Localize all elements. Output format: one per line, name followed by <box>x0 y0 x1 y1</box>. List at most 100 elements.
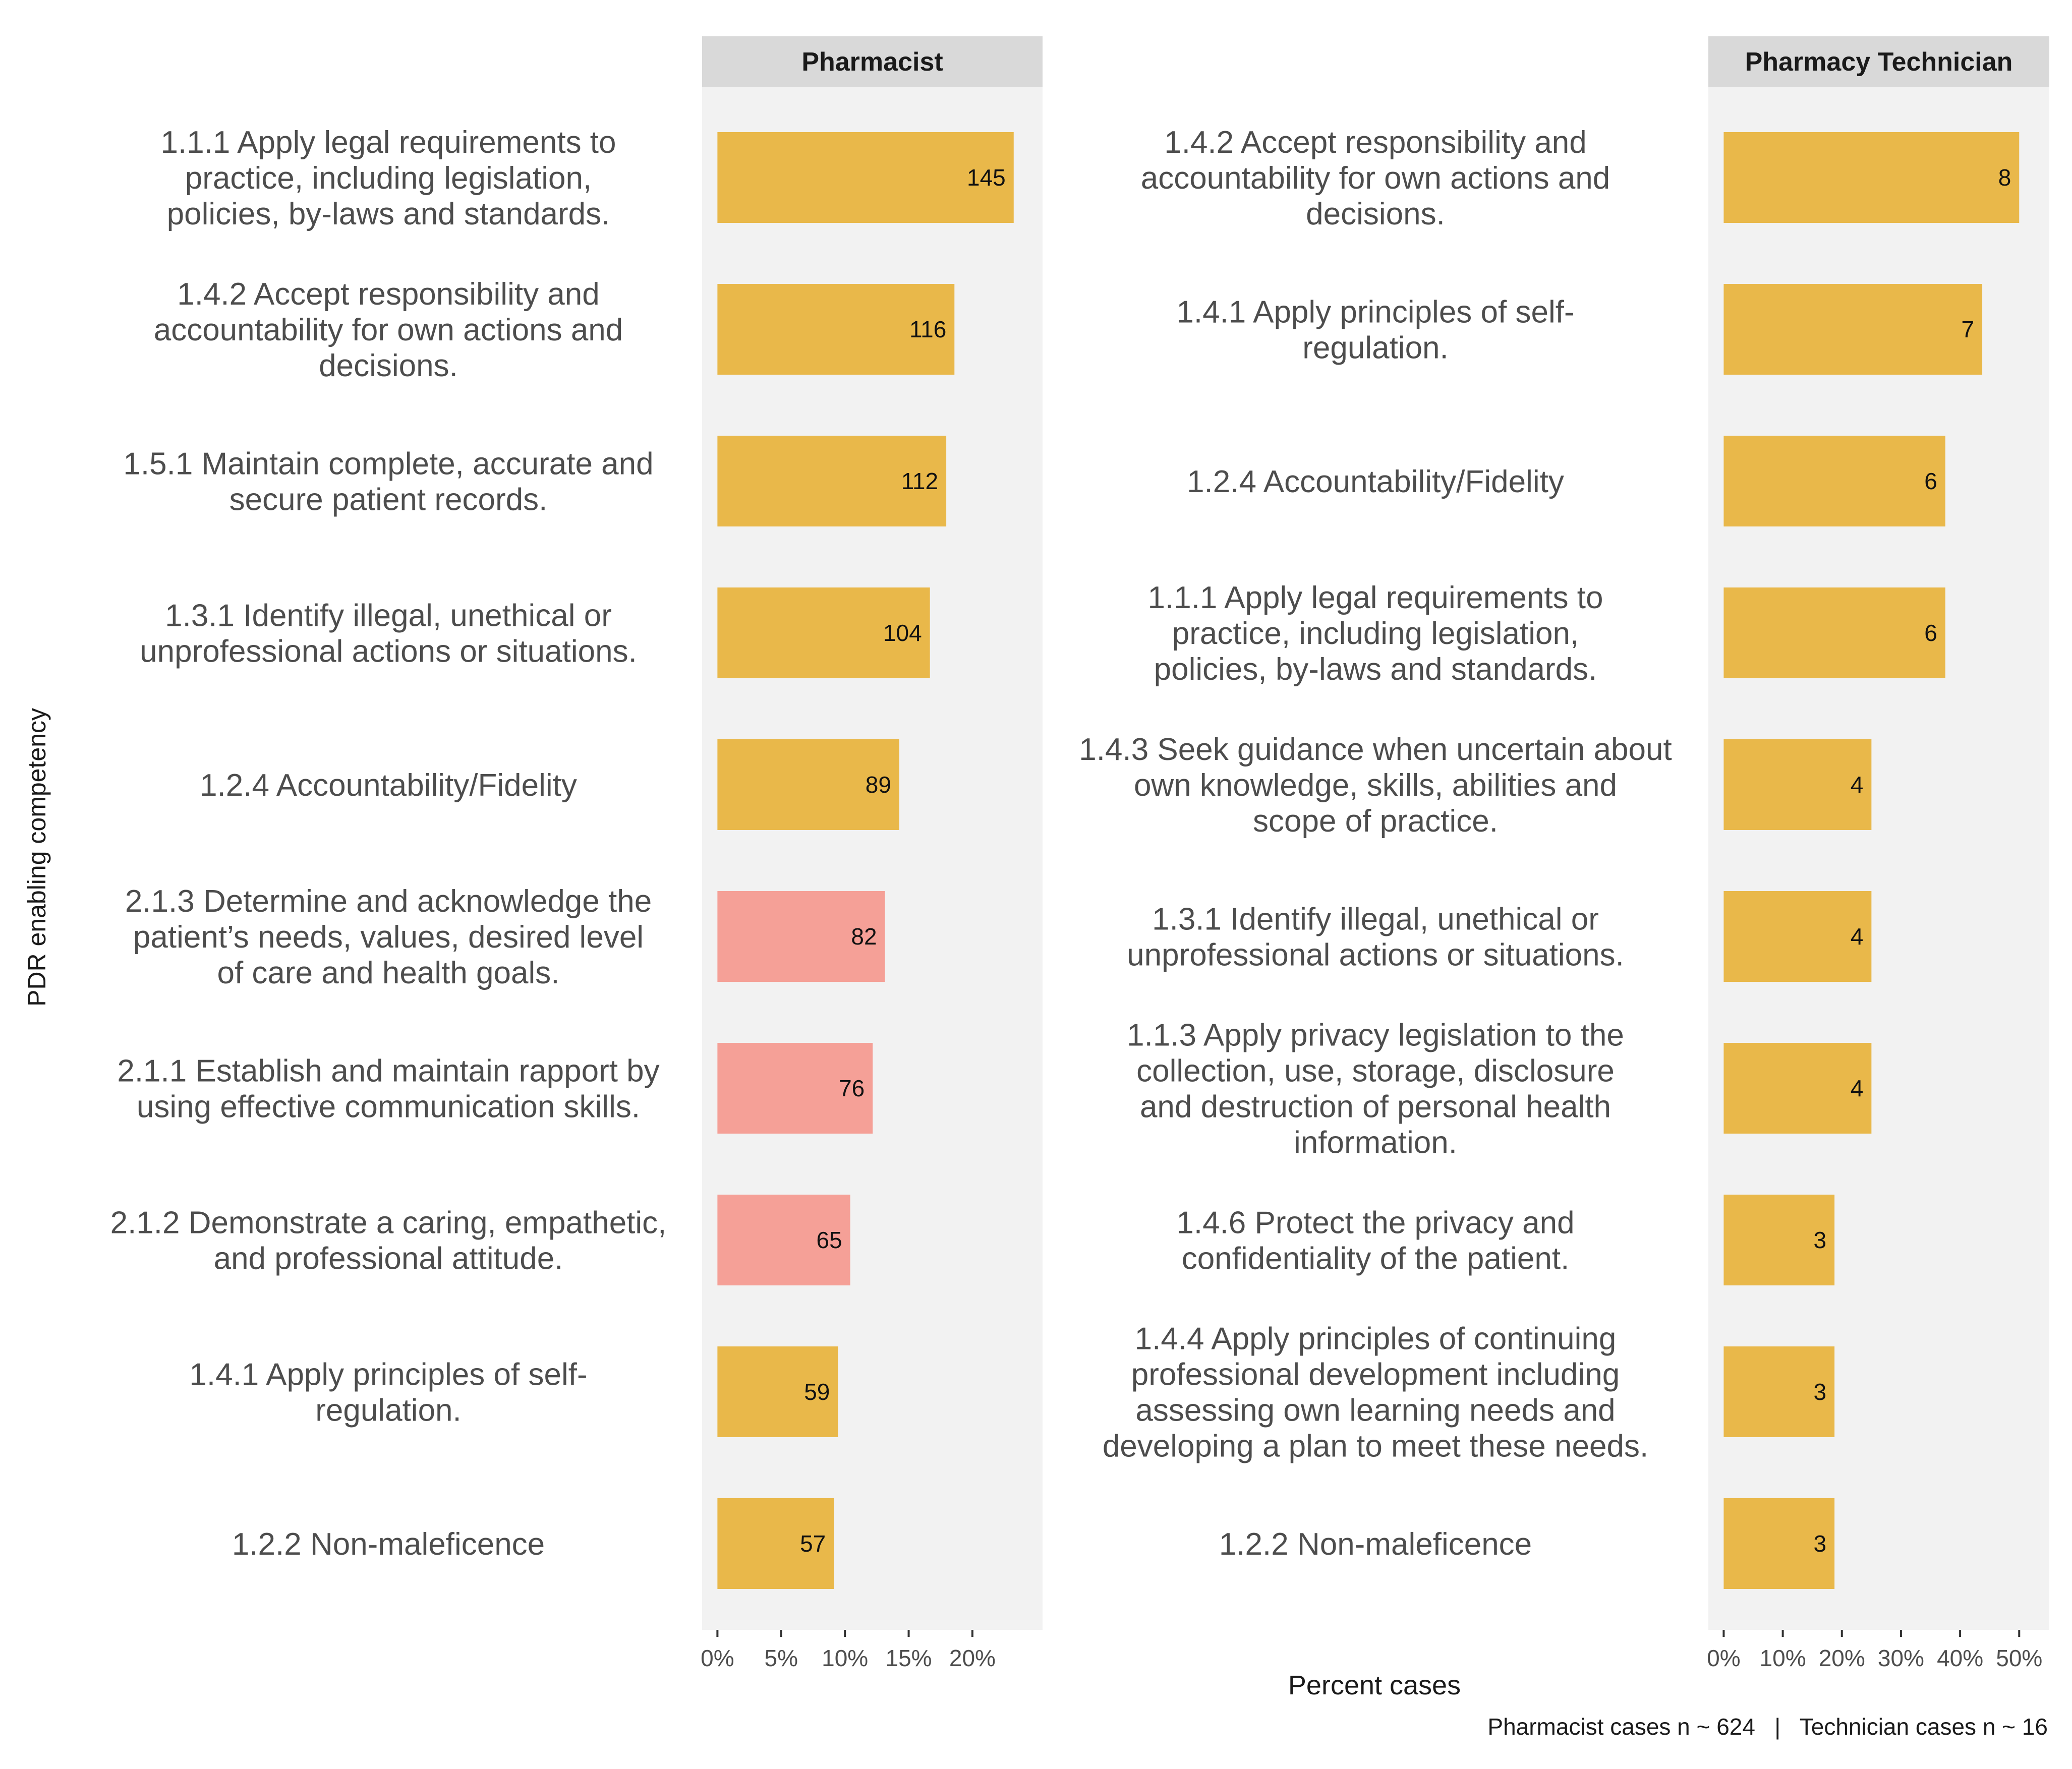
bar <box>717 132 1014 223</box>
bar <box>1723 132 2020 223</box>
bar-value-label: 6 <box>1924 468 1937 494</box>
panel-technician: Pharmacy Technician 0% 10% 20% 30% 40% 50% 8 1.4… <box>1079 36 2049 1671</box>
category-label: 1.5.1 Maintain complete, accurate and <box>123 447 653 482</box>
bar-value-label: 6 <box>1924 620 1937 646</box>
category-label: of care and health goals. <box>217 956 559 990</box>
bar <box>717 739 899 830</box>
category-label: 1.3.1 Identify illegal, unethical or <box>1152 902 1599 937</box>
category-label: regulation. <box>315 1393 462 1428</box>
category-label: 1.4.2 Accept responsibility and <box>177 277 600 312</box>
bar <box>1723 891 1872 982</box>
category-label: assessing own learning needs and <box>1135 1393 1615 1428</box>
bar-value-label: 3 <box>1814 1227 1827 1253</box>
category-label: own knowledge, skills, abilities and <box>1134 768 1617 803</box>
category-label: 1.1.1 Apply legal requirements to <box>1148 580 1603 615</box>
bar <box>1723 1346 1835 1437</box>
bar <box>717 1043 873 1134</box>
bar <box>1723 1043 1872 1134</box>
bar <box>717 284 955 375</box>
bar-value-label: 104 <box>883 620 922 646</box>
category-label: developing a plan to meet these needs. <box>1103 1429 1648 1464</box>
category-label: 1.1.1 Apply legal requirements to <box>161 125 616 160</box>
category-label: 2.1.1 Establish and maintain rapport by <box>117 1054 659 1089</box>
bar <box>717 1346 838 1437</box>
bar <box>1723 739 1872 830</box>
category-label: practice, including legislation, <box>185 161 592 196</box>
bar-value-label: 7 <box>1961 316 1974 342</box>
bar <box>717 587 930 678</box>
x-tick-label: 5% <box>765 1645 798 1671</box>
category-label: 1.4.6 Protect the privacy and <box>1176 1206 1574 1241</box>
bar <box>717 891 885 982</box>
category-label: 1.3.1 Identify illegal, unethical or <box>165 599 612 633</box>
category-label: and destruction of personal health <box>1140 1090 1611 1125</box>
x-tick-label: 0% <box>701 1645 734 1671</box>
y-axis-title: PDR enabling competency <box>23 708 51 1007</box>
bar-value-label: 59 <box>804 1379 830 1405</box>
category-label: scope of practice. <box>1253 804 1498 839</box>
panel-pharmacist: Pharmacist 0% 5% 10% 15% 20% 145 1.1.1 Apply le… <box>110 36 1043 1671</box>
bar-value-label: 4 <box>1851 923 1864 950</box>
bar <box>1723 587 1945 678</box>
category-label: 1.1.3 Apply privacy legislation to the <box>1127 1018 1624 1053</box>
category-label: 1.4.3 Seek guidance when uncertain about <box>1079 732 1672 767</box>
category-label: decisions. <box>319 348 458 383</box>
bar <box>717 1498 834 1589</box>
bar <box>1723 436 1945 526</box>
panel-title: Pharmacist <box>801 47 943 77</box>
x-tick-label: 40% <box>1937 1645 1983 1671</box>
x-tick-label: 10% <box>1760 1645 1806 1671</box>
category-label: practice, including legislation, <box>1172 616 1579 651</box>
bar-value-label: 65 <box>817 1227 842 1253</box>
category-label: confidentiality of the patient. <box>1182 1242 1570 1276</box>
x-tick-label: 10% <box>822 1645 868 1671</box>
panel-title: Pharmacy Technician <box>1745 47 2013 77</box>
category-label: 1.4.2 Accept responsibility and <box>1164 125 1587 160</box>
category-label: policies, by-laws and standards. <box>167 197 610 231</box>
bar <box>717 1195 850 1285</box>
bar <box>1723 1498 1835 1589</box>
x-tick-label: 50% <box>1996 1645 2042 1671</box>
category-label: professional development including <box>1131 1358 1620 1392</box>
bar-value-label: 4 <box>1851 772 1864 798</box>
bar-value-label: 3 <box>1814 1530 1827 1557</box>
panel-strip <box>702 36 1043 87</box>
category-label: 1.2.2 Non-maleficence <box>1219 1527 1532 1562</box>
category-label: 1.2.4 Accountability/Fidelity <box>200 768 577 803</box>
bar-value-label: 57 <box>800 1530 826 1557</box>
category-label: 2.1.2 Demonstrate a caring, empathetic, <box>110 1206 667 1241</box>
category-label: 1.2.4 Accountability/Fidelity <box>1187 464 1564 499</box>
category-label: unprofessional actions or situations. <box>1127 938 1624 973</box>
category-label: secure patient records. <box>229 483 548 517</box>
bar-value-label: 3 <box>1814 1379 1827 1405</box>
category-label: 1.4.4 Apply principles of continuing <box>1135 1322 1617 1357</box>
x-tick-label: 20% <box>1819 1645 1865 1671</box>
category-label: policies, by-laws and standards. <box>1154 652 1597 687</box>
bar-value-label: 116 <box>909 316 946 342</box>
bar-value-label: 112 <box>901 468 938 494</box>
category-label: accountability for own actions and <box>1141 161 1610 196</box>
bar-value-label: 8 <box>1998 164 2011 191</box>
category-label: using effective communication skills. <box>137 1090 640 1125</box>
bar-value-label: 82 <box>851 923 877 950</box>
category-label: patient’s needs, values, desired level <box>133 920 644 955</box>
bar-value-label: 4 <box>1851 1075 1864 1101</box>
x-tick-label: 15% <box>886 1645 932 1671</box>
category-label: 1.2.2 Non-maleficence <box>232 1527 545 1562</box>
category-label: information. <box>1294 1126 1457 1160</box>
category-label: accountability for own actions and <box>154 313 623 347</box>
bar <box>1723 284 1983 375</box>
panel-strip <box>1708 36 2049 87</box>
category-label: 2.1.3 Determine and acknowledge the <box>125 884 652 919</box>
x-tick-label: 30% <box>1878 1645 1924 1671</box>
bar-value-label: 89 <box>866 772 891 798</box>
category-label: 1.4.1 Apply principles of self- <box>1176 295 1574 330</box>
bar-value-label: 145 <box>967 164 1006 191</box>
caption: Pharmacist cases n ~ 624 | Technician ca… <box>1487 1714 2048 1740</box>
category-label: collection, use, storage, disclosure <box>1136 1054 1615 1089</box>
category-label: decisions. <box>1306 197 1445 231</box>
bar <box>717 436 947 526</box>
x-tick-label: 20% <box>949 1645 996 1671</box>
x-axis-title: Percent cases <box>1288 1670 1461 1700</box>
